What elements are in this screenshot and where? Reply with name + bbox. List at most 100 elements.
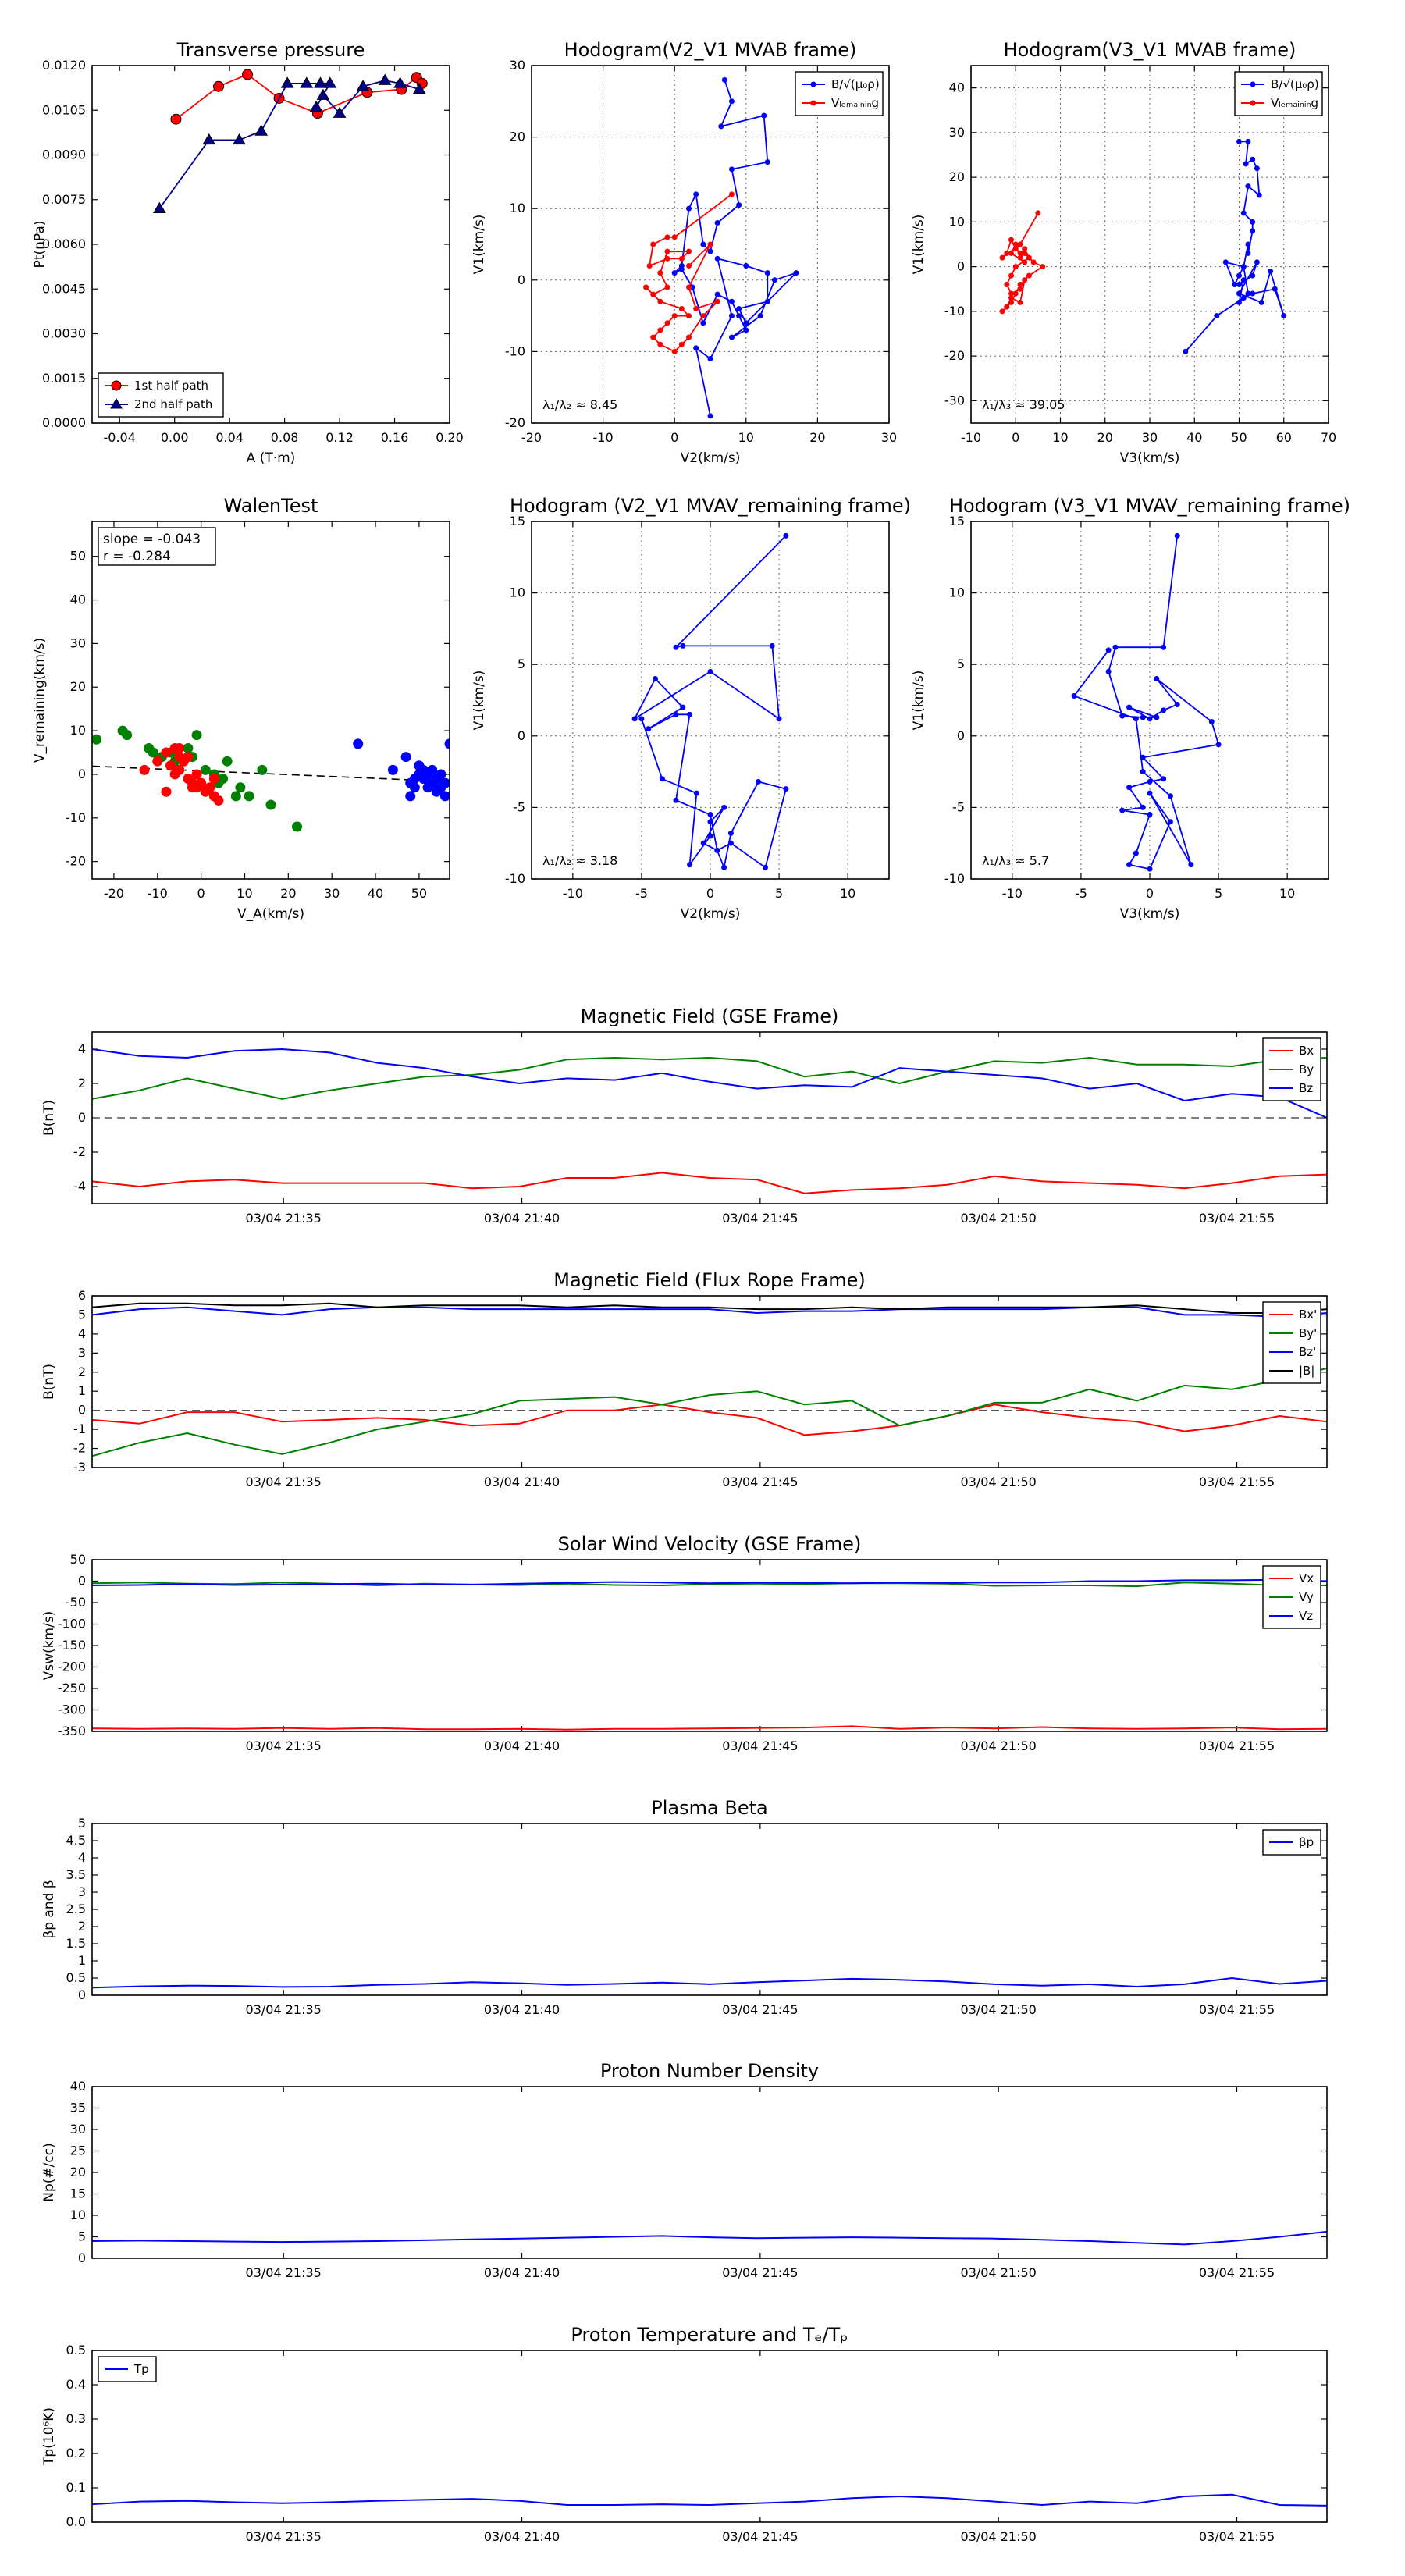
plot-area (92, 2350, 1327, 2522)
legend-label: Vₗₑₘₐᵢₙᵢₙg (831, 96, 879, 110)
chart-title: Magnetic Field (GSE Frame) (581, 1005, 839, 1027)
data-point (436, 769, 446, 780)
y-tick-label: 1 (78, 1383, 86, 1398)
y-tick-label: 0.1 (66, 2480, 86, 2495)
y-tick-label: 10 (949, 585, 965, 600)
data-point (139, 764, 150, 775)
x-tick-label: 03/04 21:45 (722, 1475, 798, 1489)
data-point (178, 756, 189, 767)
data-point (646, 726, 652, 732)
plot-area (92, 521, 450, 879)
y-tick-label: 10 (70, 723, 86, 738)
y-tick-label: 5 (957, 656, 965, 671)
y-tick-label: 5 (78, 1307, 86, 1322)
x-tick-label: 03/04 21:50 (961, 1211, 1037, 1226)
data-point (200, 764, 211, 775)
y-tick-label: 15 (510, 514, 525, 528)
data-point (761, 112, 767, 119)
data-point (1012, 264, 1019, 270)
data-point (1030, 259, 1037, 265)
data-point (1268, 268, 1274, 274)
plot-frame (91, 1559, 1328, 1732)
panel-tpch: Proton Temperature and Tₑ/Tₚ 0.0 0.1 0.2 0.3… (41, 2324, 1328, 2544)
legend-label: B/√(μ₀ρ) (1271, 77, 1319, 91)
x-tick-label: -10 (961, 430, 981, 445)
data-point (671, 348, 678, 354)
y-axis-label: Vsw(km/s) (41, 1611, 57, 1681)
chart-title: Proton Number Density (600, 2060, 819, 2082)
y-tick-label: 0 (518, 272, 525, 287)
x-tick-label: 0 (1146, 886, 1154, 901)
x-tick-label: 5 (775, 886, 783, 901)
y-tick-label: -20 (505, 415, 525, 430)
data-point (693, 305, 699, 311)
y-tick-label: 4 (78, 1850, 86, 1865)
data-point (1126, 704, 1133, 710)
data-point (700, 840, 706, 846)
data-point (1017, 282, 1023, 288)
data-point (400, 752, 411, 763)
y-tick-label: 0 (78, 1987, 86, 2002)
data-point (646, 262, 653, 269)
data-point (638, 716, 645, 722)
data-point (1208, 718, 1215, 724)
x-axis-label: V3(km/s) (1120, 906, 1180, 922)
data-point (393, 76, 407, 88)
legend-box (98, 372, 224, 418)
x-tick-label: 0 (197, 886, 205, 901)
data-point (686, 205, 692, 212)
data-point (693, 790, 699, 796)
x-tick-label: 0.00 (161, 430, 189, 445)
legend-label: Vₗₑₘₐᵢₙᵢₙg (1271, 96, 1318, 110)
y-tick-label: -10 (505, 343, 525, 358)
data-point (1245, 241, 1251, 247)
data-point (686, 313, 692, 319)
chart-title: Solar Wind Velocity (GSE Frame) (558, 1533, 862, 1555)
data-point (1222, 259, 1229, 265)
data-point (714, 847, 720, 853)
chart-title: Magnetic Field (Flux Rope Frame) (553, 1269, 865, 1291)
data-point (218, 774, 229, 785)
y-tick-label: -350 (58, 1724, 86, 1738)
y-tick-label: -250 (58, 1681, 86, 1695)
x-tick-label: 30 (881, 430, 897, 445)
legend: B/√(μ₀ρ) Vₗₑₘₐᵢₙᵢₙg (1234, 71, 1323, 116)
chart-title: Hodogram(V3_V1 MVAB frame) (1004, 39, 1297, 61)
data-point (1236, 272, 1242, 279)
data-point (409, 782, 420, 793)
data-point (1250, 156, 1256, 162)
y-axis-label: V1(km/s) (911, 671, 927, 731)
data-point (1167, 819, 1173, 825)
x-tick-label: 03/04 21:35 (246, 1475, 322, 1489)
x-tick-label: 30 (1142, 430, 1158, 445)
data-point (1012, 241, 1019, 247)
data-point (265, 799, 276, 810)
data-point (769, 642, 775, 649)
data-point (1236, 282, 1242, 288)
data-point (1154, 676, 1160, 682)
data-point (405, 791, 416, 802)
y-tick-label: 3 (78, 1345, 86, 1360)
series-line-3 (92, 1302, 1327, 1314)
data-point (1250, 272, 1256, 279)
x-tick-label: 20 (280, 886, 296, 901)
data-point (743, 327, 749, 333)
panel-h31: Hodogram(V3_V1 MVAB frame) -30 -20 -10 0 10 20… (911, 39, 1336, 466)
data-point (1250, 219, 1256, 225)
legend: βp (1262, 1829, 1321, 1856)
panel-bfr: Magnetic Field (Flux Rope Frame) -3 -2 -1 0 1… (41, 1269, 1328, 1489)
x-tick-label: 03/04 21:40 (484, 2002, 560, 2017)
data-layer (152, 69, 428, 213)
data-point (427, 764, 438, 775)
y-tick-label: 20 (70, 679, 86, 694)
y-tick-label: 10 (70, 2208, 86, 2222)
y-tick-label: 0 (78, 1403, 86, 1418)
data-point (764, 298, 770, 304)
data-point (1008, 295, 1015, 301)
x-tick-label: 0.20 (436, 430, 464, 445)
y-tick-label: -100 (58, 1617, 86, 1631)
data-point (1022, 277, 1028, 283)
series-line-0 (92, 2493, 1327, 2507)
series-line-1 (92, 1056, 1327, 1100)
